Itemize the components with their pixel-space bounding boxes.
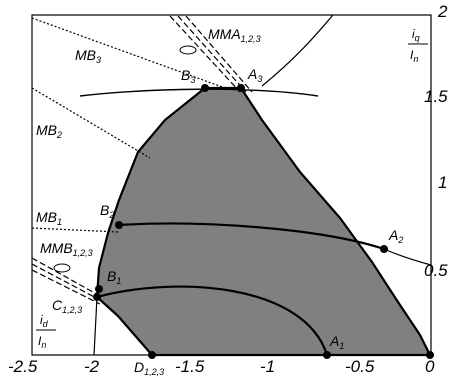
mmb-line-1 (31, 257, 101, 297)
mma-line-2 (177, 15, 247, 93)
label-mb2: MB2 (36, 122, 62, 140)
point-origin (426, 351, 434, 359)
mma-group-marker (179, 45, 197, 55)
current-limit-curve-3 (79, 88, 319, 97)
upper-right-arc (261, 14, 334, 87)
point-a3 (237, 84, 245, 92)
point-b1 (95, 285, 103, 293)
current-limit-curve-2 (118, 222, 385, 251)
point-d (148, 351, 156, 359)
y-tick-label: 1.5 (424, 87, 448, 106)
mb3-line (31, 17, 226, 89)
mma-line-1 (169, 15, 241, 93)
x-tick-label: 0 (425, 357, 435, 376)
y-tick-label: 2 (437, 2, 448, 21)
point-b3 (201, 84, 209, 92)
label-a1: A1 (329, 333, 344, 351)
point-a2 (380, 245, 388, 253)
label-mma: MMA1,2,3 (208, 26, 261, 44)
x-axis-label-numerator: id (40, 313, 49, 329)
x-tick-label: -0.5 (345, 357, 375, 376)
label-d: D1,2,3 (134, 359, 164, 377)
label-b1: B1 (107, 268, 121, 286)
x-tick-label: -1 (260, 357, 275, 376)
label-mb1: MB1 (36, 209, 62, 227)
vertical-reference-line (93, 296, 98, 356)
label-c: C1,2,3 (52, 297, 82, 315)
y-tick-label: 0.5 (424, 261, 448, 280)
mmb-line-2 (31, 263, 101, 301)
x-tick-label: -2.5 (8, 357, 38, 376)
mmb-line-3 (31, 269, 101, 305)
current-limit-curve-1 (96, 285, 329, 356)
label-b3: B3 (181, 67, 195, 85)
label-a2: A2 (388, 227, 403, 245)
label-a3: A3 (247, 66, 262, 84)
point-b2 (115, 221, 123, 229)
mb2-line (31, 87, 151, 159)
mma-line-3 (185, 15, 253, 93)
curve-a2-continuation (383, 248, 432, 266)
y-axis-label-denominator: In (410, 48, 418, 64)
label-b2: B2 (100, 202, 114, 220)
label-mmb: MMB1,2,3 (40, 240, 93, 258)
point-c (93, 293, 101, 301)
point-a1 (323, 351, 331, 359)
y-tick-label: 1 (438, 173, 447, 192)
mb1-line (31, 227, 119, 233)
y-axis-label-numerator: iq (412, 27, 420, 43)
mmb-group-marker (53, 263, 71, 273)
label-mb3: MB3 (75, 47, 101, 65)
x-tick-label: -2 (84, 357, 100, 376)
shaded-operating-region (95, 86, 432, 357)
x-tick-label: -1.5 (175, 357, 205, 376)
x-axis-label-denominator: In (38, 334, 46, 350)
